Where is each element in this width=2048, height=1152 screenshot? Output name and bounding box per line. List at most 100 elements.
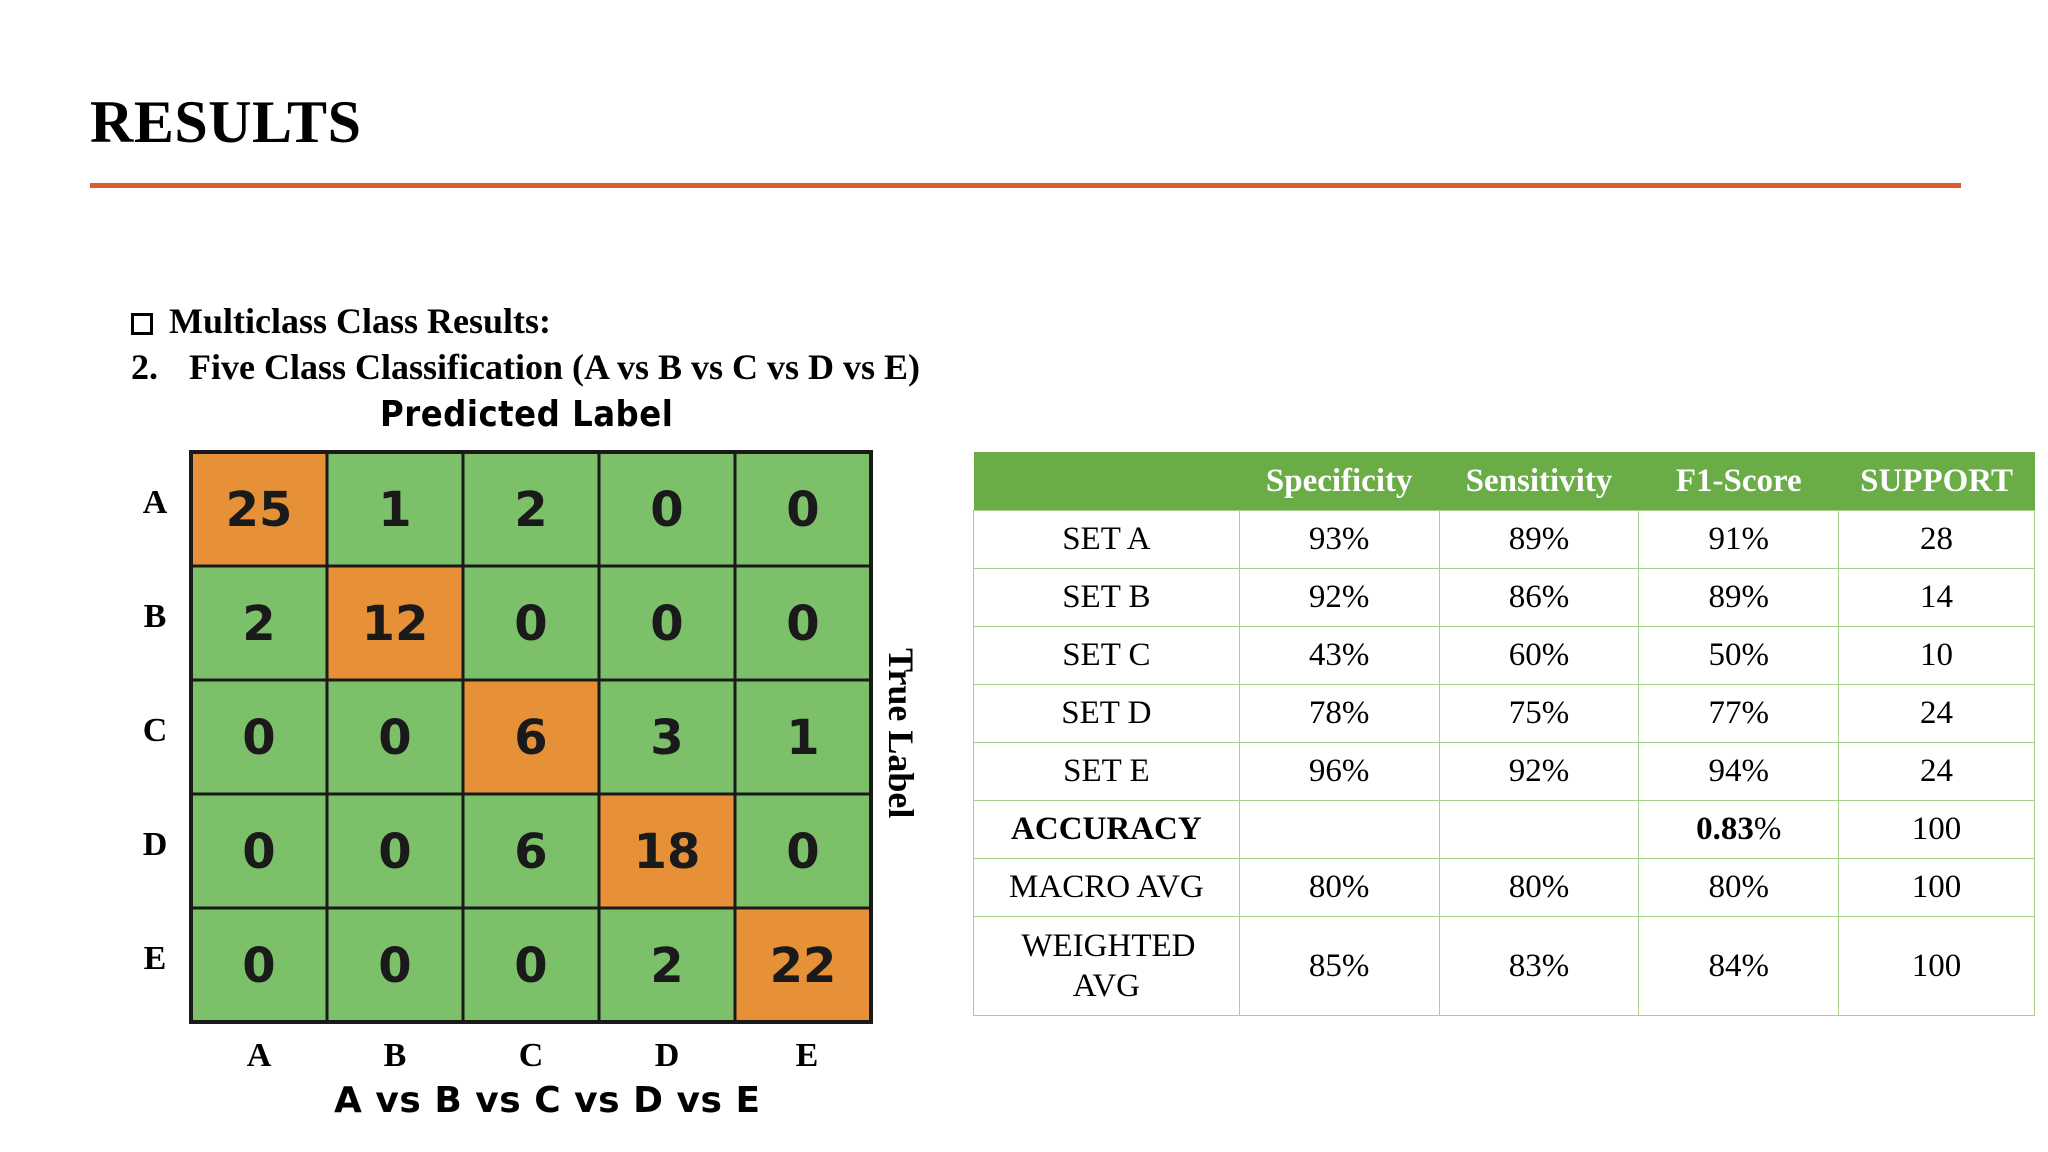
table-row: SET C 43% 60% 50% 10	[973, 626, 2035, 685]
section-heading: Multiclass Class Results:	[131, 300, 551, 342]
f1-score-cell: 0.83%	[1638, 800, 1840, 859]
subheading-text: Five Class Classification (A vs B vs C v…	[189, 347, 921, 387]
sensitivity-cell: 80%	[1438, 858, 1640, 917]
matrix-row-label: C	[143, 712, 168, 749]
matrix-row-label: B	[144, 598, 167, 635]
specificity-cell: 93%	[1238, 510, 1440, 569]
matrix-cell-value: 0	[378, 824, 411, 880]
matrix-cell-value: 0	[242, 824, 275, 880]
matrix-column-label: C	[519, 1037, 544, 1074]
column-header-support: SUPPORT	[1838, 452, 2035, 511]
matrix-cell-value: 25	[226, 482, 293, 538]
matrix-cell	[733, 564, 873, 682]
matrix-cell	[189, 906, 329, 1024]
matrix-cell	[597, 564, 737, 682]
matrix-cell-value: 0	[650, 482, 683, 538]
accuracy-unit: %	[1753, 811, 1782, 847]
specificity-cell	[1238, 800, 1440, 859]
matrix-cell	[597, 678, 737, 796]
matrix-cell	[597, 906, 737, 1024]
title-divider	[90, 183, 1961, 188]
matrix-cell-value: 0	[378, 938, 411, 994]
matrix-cell-value: 2	[514, 482, 547, 538]
matrix-cell	[325, 678, 465, 796]
matrix-title: Predicted Label	[380, 394, 674, 435]
matrix-cell	[189, 792, 329, 910]
table-row: SET A 93% 89% 91% 28	[973, 510, 2035, 569]
row-label: WEIGHTED AVG	[973, 916, 1240, 1016]
matrix-cell-value: 0	[514, 938, 547, 994]
matrix-cell-value: 2	[242, 596, 275, 652]
matrix-cell	[733, 792, 873, 910]
support-cell: 10	[1838, 626, 2035, 685]
sensitivity-cell: 86%	[1438, 568, 1640, 627]
matrix-column-label: B	[384, 1037, 407, 1074]
f1-score-cell: 91%	[1638, 510, 1840, 569]
specificity-cell: 78%	[1238, 684, 1440, 743]
column-header-f1-score: F1-Score	[1638, 452, 1839, 511]
checkbox-bullet-icon	[131, 313, 153, 335]
sensitivity-cell: 92%	[1438, 742, 1640, 801]
f1-score-cell: 77%	[1638, 684, 1840, 743]
column-header-specificity: Specificity	[1239, 452, 1440, 511]
matrix-cell	[597, 450, 737, 568]
specificity-cell: 92%	[1238, 568, 1440, 627]
matrix-cell	[461, 792, 601, 910]
sensitivity-cell: 83%	[1438, 916, 1640, 1016]
sensitivity-cell: 60%	[1438, 626, 1640, 685]
matrix-cell-value: 6	[514, 824, 547, 880]
table-header-row: Specificity Sensitivity F1-Score SUPPORT	[973, 452, 2035, 511]
row-label: MACRO AVG	[973, 858, 1240, 917]
support-cell: 100	[1838, 858, 2035, 917]
matrix-y-axis-label: True Label	[881, 648, 921, 819]
accuracy-value: 0.83	[1696, 811, 1754, 847]
matrix-cell	[461, 564, 601, 682]
specificity-cell: 80%	[1238, 858, 1440, 917]
matrix-cell-value: 0	[242, 938, 275, 994]
row-label: SET A	[973, 510, 1240, 569]
matrix-column-label: E	[796, 1037, 819, 1074]
sensitivity-cell: 89%	[1438, 510, 1640, 569]
matrix-cell-value: 3	[650, 710, 683, 766]
table-row: SET E 96% 92% 94% 24	[973, 742, 2035, 801]
f1-score-cell: 50%	[1638, 626, 1840, 685]
matrix-cell-value: 2	[650, 938, 683, 994]
matrix-cell-value: 18	[634, 824, 701, 880]
matrix-border	[189, 450, 873, 1024]
matrix-row-label: A	[143, 484, 168, 521]
table-row: MACRO AVG 80% 80% 80% 100	[973, 858, 2035, 917]
row-label: SET B	[973, 568, 1240, 627]
row-label: SET D	[973, 684, 1240, 743]
section-heading-text: Multiclass Class Results:	[169, 301, 552, 341]
support-cell: 24	[1838, 742, 2035, 801]
matrix-cell-value: 12	[362, 596, 429, 652]
table-row: SET D 78% 75% 77% 24	[973, 684, 2035, 743]
matrix-cell	[325, 450, 465, 568]
matrix-row-label: D	[143, 826, 168, 863]
support-cell: 28	[1838, 510, 2035, 569]
column-header-blank	[973, 452, 1240, 511]
matrix-column-label: A	[247, 1037, 272, 1074]
table-row-accuracy: ACCURACY 0.83% 100	[973, 800, 2035, 859]
sensitivity-cell	[1438, 800, 1640, 859]
matrix-cell-value: 1	[786, 710, 819, 766]
support-cell: 100	[1838, 916, 2035, 1016]
matrix-cell-value: 22	[770, 938, 837, 994]
row-label: SET E	[973, 742, 1240, 801]
matrix-column-label: D	[655, 1037, 680, 1074]
row-label-text: WEIGHTED AVG	[1021, 928, 1196, 1004]
matrix-cell-value: 0	[786, 482, 819, 538]
subheading-number: 2.	[131, 347, 158, 387]
sensitivity-cell: 75%	[1438, 684, 1640, 743]
page-title: RESULTS	[90, 89, 362, 155]
table-row: SET B 92% 86% 89% 14	[973, 568, 2035, 627]
results-table: Specificity Sensitivity F1-Score SUPPORT…	[973, 452, 2035, 1016]
row-label: SET C	[973, 626, 1240, 685]
f1-score-cell: 94%	[1638, 742, 1840, 801]
f1-score-cell: 89%	[1638, 568, 1840, 627]
table-row: WEIGHTED AVG 85% 83% 84% 100	[973, 916, 2035, 1016]
f1-score-cell: 84%	[1638, 916, 1840, 1016]
support-cell: 24	[1838, 684, 2035, 743]
matrix-cell-value: 0	[378, 710, 411, 766]
